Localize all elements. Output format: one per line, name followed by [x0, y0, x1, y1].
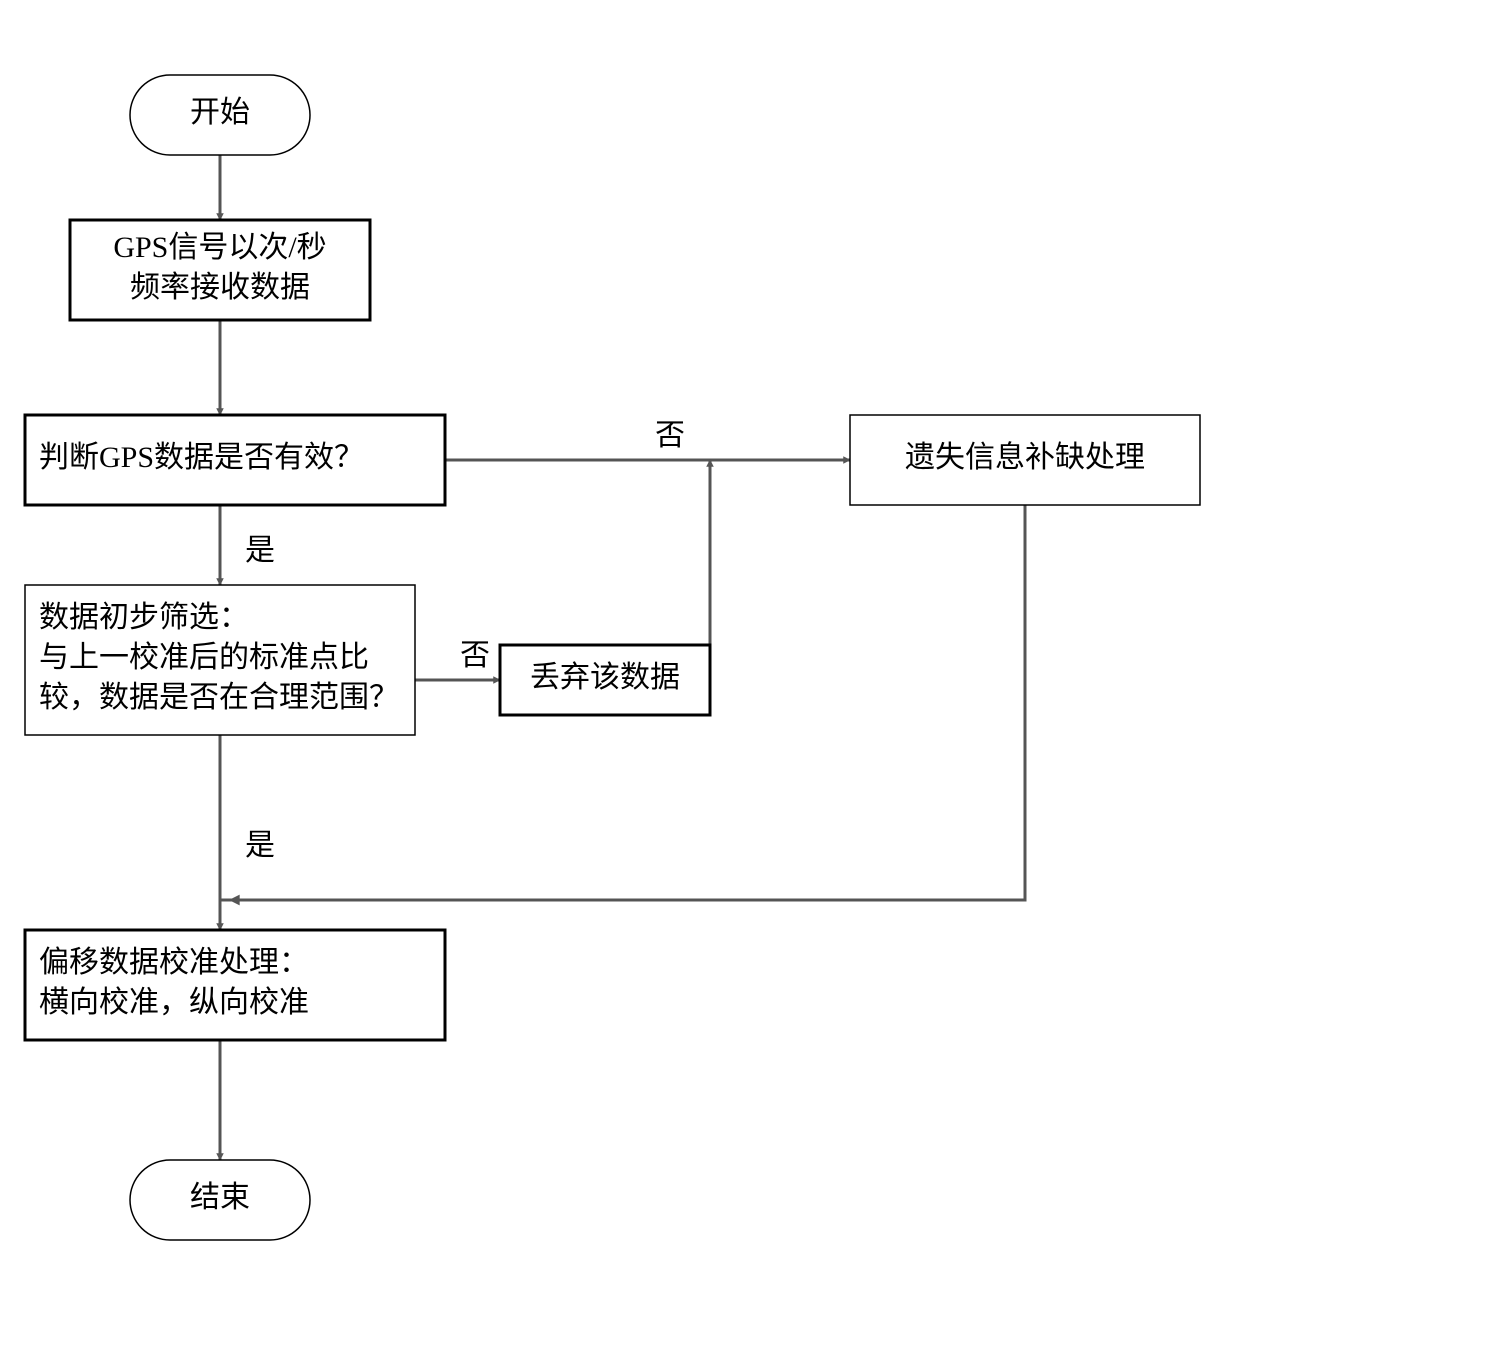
node-end-line-0: 结束 — [190, 1181, 250, 1214]
node-recv-line-0: GPS信号以次/秒 — [113, 231, 326, 264]
edge-label-filter-calib: 是 — [245, 829, 275, 862]
edge-label-valid-filter: 是 — [245, 534, 275, 567]
node-calib-line-0: 偏移数据校准处理： — [39, 946, 309, 979]
node-filter-line-1: 与上一校准后的标准点比 — [39, 641, 369, 674]
node-valid: 判断GPS数据是否有效？ — [25, 415, 445, 505]
node-discard: 丢弃该数据 — [500, 645, 710, 715]
node-fill-line-0: 遗失信息补缺处理 — [905, 441, 1145, 474]
edge-label-valid-fill: 否 — [655, 419, 685, 452]
node-filter-line-2: 较，数据是否在合理范围？ — [39, 681, 399, 714]
node-end: 结束 — [130, 1160, 310, 1240]
edge-label-filter-discard: 否 — [460, 639, 490, 672]
flowchart-canvas: 是否否是开始GPS信号以次/秒频率接收数据判断GPS数据是否有效？ 数据初步筛选… — [0, 0, 1488, 1348]
node-fill: 遗失信息补缺处理 — [850, 415, 1200, 505]
node-valid-line-0: 判断GPS数据是否有效？ — [39, 441, 364, 474]
node-recv: GPS信号以次/秒频率接收数据 — [70, 220, 370, 320]
node-start-line-0: 开始 — [190, 96, 250, 129]
node-calib-line-1: 横向校准，纵向校准 — [39, 986, 309, 1019]
node-start: 开始 — [130, 75, 310, 155]
node-filter-line-0: 数据初步筛选： — [39, 601, 249, 634]
node-filter: 数据初步筛选： 与上一校准后的标准点比较，数据是否在合理范围？ — [25, 585, 415, 735]
node-recv-line-1: 频率接收数据 — [130, 271, 310, 304]
node-discard-line-0: 丢弃该数据 — [530, 661, 680, 694]
node-calib: 偏移数据校准处理： 横向校准，纵向校准 — [25, 930, 445, 1040]
